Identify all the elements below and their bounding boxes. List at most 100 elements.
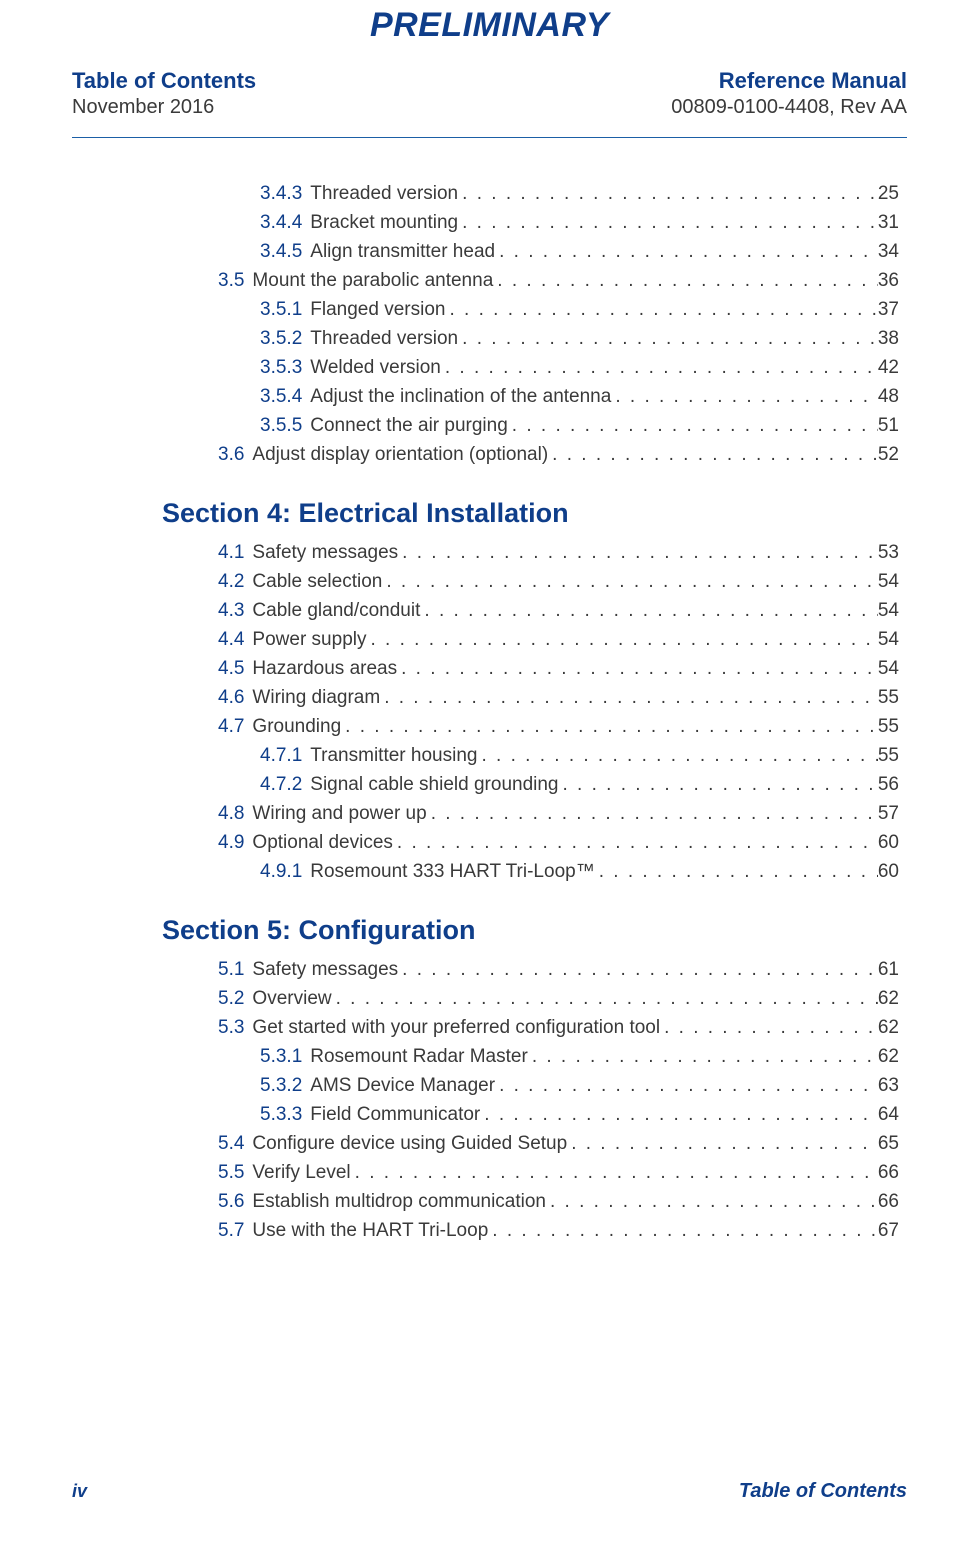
toc-entry[interactable]: 5.3.2 AMS Device Manager 63	[218, 1076, 899, 1095]
toc-content: 3.4.3Threaded version25 3.4.4Bracket moun…	[72, 184, 907, 1240]
toc-entry[interactable]: 5.1Safety messages61	[218, 960, 899, 979]
toc-entry-page: 62	[878, 1047, 899, 1066]
toc-leader-dots	[495, 242, 878, 261]
toc-entry[interactable]: 4.4 Power supply 54	[218, 630, 899, 649]
toc-entry-number: 5.3.3	[260, 1105, 302, 1124]
toc-entry[interactable]: 4.7.1Transmitter housing55	[218, 746, 899, 765]
toc-entry[interactable]: 4.7.2Signal cable shield grounding56	[218, 775, 899, 794]
toc-entry-number: 3.4.4	[260, 213, 302, 232]
toc-leader-dots	[427, 804, 878, 823]
toc-entry[interactable]: 3.5Mount the parabolic antenna36	[218, 271, 899, 290]
toc-entry-number: 3.6	[218, 445, 244, 464]
toc-entry[interactable]: 4.9Optional devices60	[218, 833, 899, 852]
toc-entry[interactable]: 5.4 Configure device using Guided Setup 65	[218, 1134, 899, 1153]
toc-entry-label: AMS Device Manager	[310, 1076, 495, 1095]
toc-entry-label: Safety messages	[252, 960, 398, 979]
toc-entry-number: 5.4	[218, 1134, 244, 1153]
toc-entry[interactable]: 3.4.3Threaded version25	[218, 184, 899, 203]
toc-leader-dots	[508, 416, 878, 435]
toc-entry[interactable]: 4.6Wiring diagram55	[218, 688, 899, 707]
toc-entry-label: Use with the HART Tri-Loop	[252, 1221, 488, 1240]
toc-entry-label: Cable gland/conduit	[252, 601, 420, 620]
toc-leader-dots	[567, 1134, 878, 1153]
toc-entry-number: 4.9.1	[260, 862, 302, 881]
toc-entry-label: Grounding	[252, 717, 341, 736]
header-divider	[72, 137, 907, 138]
toc-entry-label: Overview	[252, 989, 331, 1008]
toc-entry-number: 3.5.5	[260, 416, 302, 435]
toc-entry-page: 67	[878, 1221, 899, 1240]
header-right-title: Reference Manual	[671, 68, 907, 94]
toc-entry[interactable]: 5.3.3Field Communicator64	[218, 1105, 899, 1124]
toc-entry-label: Flanged version	[310, 300, 445, 319]
toc-entry[interactable]: 3.5.1Flanged version37	[218, 300, 899, 319]
toc-leader-dots	[493, 271, 878, 290]
toc-entry-label: Rosemount 333 HART Tri-Loop™	[310, 862, 594, 881]
toc-entry[interactable]: 5.3.1Rosemount Radar Master62	[218, 1047, 899, 1066]
toc-entry-page: 64	[878, 1105, 899, 1124]
toc-entry-page: 55	[878, 717, 899, 736]
toc-entry-number: 4.4	[218, 630, 244, 649]
toc-entry-number: 3.5	[218, 271, 244, 290]
toc-leader-dots	[595, 862, 878, 881]
toc-entry-number: 3.5.4	[260, 387, 302, 406]
toc-entry-number: 3.5.1	[260, 300, 302, 319]
toc-entry-number: 5.6	[218, 1192, 244, 1211]
footer-label: Table of Contents	[739, 1480, 907, 1503]
toc-entry[interactable]: 3.5.3Welded version42	[218, 358, 899, 377]
toc-entry-page: 53	[878, 543, 899, 562]
toc-entry[interactable]: 4.3Cable gland/conduit54	[218, 601, 899, 620]
toc-entry-page: 54	[878, 659, 899, 678]
toc-entry-number: 4.8	[218, 804, 244, 823]
toc-entry-label: Welded version	[310, 358, 441, 377]
toc-entry[interactable]: 3.4.4Bracket mounting31	[218, 213, 899, 232]
toc-entry-number: 4.7.2	[260, 775, 302, 794]
toc-entry-page: 63	[878, 1076, 899, 1095]
footer-page-number: iv	[72, 1481, 87, 1502]
toc-leader-dots	[559, 775, 878, 794]
toc-entry-page: 61	[878, 960, 899, 979]
toc-entry[interactable]: 5.7Use with the HART Tri-Loop67	[218, 1221, 899, 1240]
toc-entry-number: 4.5	[218, 659, 244, 678]
toc-entry[interactable]: 5.6Establish multidrop communication66	[218, 1192, 899, 1211]
page-header: Table of Contents November 2016 Referenc…	[72, 68, 907, 119]
toc-entry[interactable]: 3.5.4Adjust the inclination of the anten…	[218, 387, 899, 406]
toc-entry-page: 54	[878, 630, 899, 649]
toc-entry[interactable]: 3.6 Adjust display orientation (optional)…	[218, 445, 899, 464]
toc-entry[interactable]: 4.2Cable selection54	[218, 572, 899, 591]
toc-entry-number: 4.6	[218, 688, 244, 707]
toc-entry-number: 4.3	[218, 601, 244, 620]
toc-entry[interactable]: 3.5.5Connect the air purging51	[218, 416, 899, 435]
toc-entry-label: Threaded version	[310, 329, 458, 348]
toc-leader-dots	[611, 387, 878, 406]
toc-leader-dots	[366, 630, 877, 649]
toc-entry[interactable]: 5.2Overview62	[218, 989, 899, 1008]
header-left-title: Table of Contents	[72, 68, 256, 94]
toc-entry-label: Transmitter housing	[310, 746, 477, 765]
toc-entry[interactable]: 4.8Wiring and power up57	[218, 804, 899, 823]
toc-entry-page: 66	[878, 1163, 899, 1182]
toc-entry[interactable]: 4.7Grounding55	[218, 717, 899, 736]
toc-leader-dots	[341, 717, 878, 736]
toc-entry-label: Establish multidrop communication	[252, 1192, 546, 1211]
toc-entry[interactable]: 4.5Hazardous areas54	[218, 659, 899, 678]
toc-entry[interactable]: 4.9.1Rosemount 333 HART Tri-Loop™60	[218, 862, 899, 881]
toc-entry-label: Power supply	[252, 630, 366, 649]
header-right: Reference Manual 00809-0100-4408, Rev AA	[671, 68, 907, 119]
toc-entry[interactable]: 3.5.2Threaded version38	[218, 329, 899, 348]
toc-entry-page: 65	[878, 1134, 899, 1153]
toc-entry[interactable]: 5.5Verify Level66	[218, 1163, 899, 1182]
toc-entry[interactable]: 5.3Get started with your preferred confi…	[218, 1018, 899, 1037]
watermark-text: PRELIMINARY	[0, 6, 979, 45]
toc-entry-number: 5.3.2	[260, 1076, 302, 1095]
page: PRELIMINARY Table of Contents November 2…	[0, 0, 979, 1557]
toc-entry-number: 3.4.5	[260, 242, 302, 261]
toc-entry-label: Get started with your preferred configur…	[252, 1018, 660, 1037]
toc-entry-label: Configure device using Guided Setup	[252, 1134, 567, 1153]
toc-leader-dots	[458, 213, 878, 232]
toc-entry-number: 5.5	[218, 1163, 244, 1182]
toc-entry[interactable]: 3.4.5Align transmitter head34	[218, 242, 899, 261]
toc-leader-dots	[660, 1018, 878, 1037]
toc-entry[interactable]: 4.1Safety messages53	[218, 543, 899, 562]
toc-entry-label: Adjust display orientation (optional)	[252, 445, 548, 464]
